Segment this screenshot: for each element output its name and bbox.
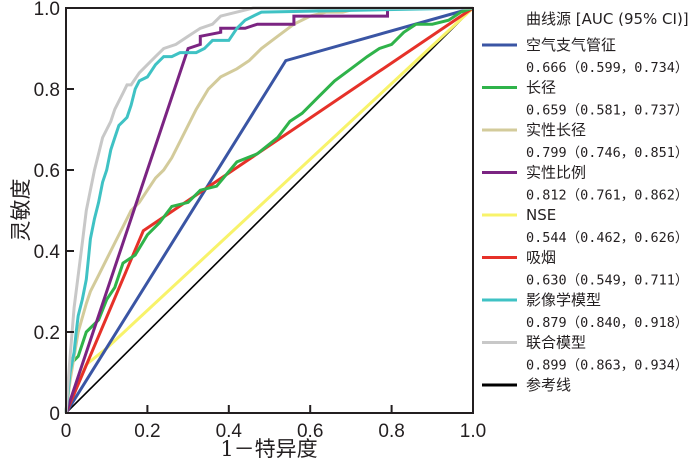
legend-label: 长径 [526,79,556,97]
x-axis-title: 1－特异度 [220,437,317,461]
legend-label: 参考线 [526,376,571,394]
legend-auc: 0.879（0.840，0.918） [526,315,688,331]
legend-auc: 0.799（0.746，0.851） [526,145,688,161]
y-axis: 0 0.2 0.4 0.6 0.8 1.0 [34,0,74,425]
x-tick-label: 0 [61,421,72,442]
legend-auc: 0.812（0.761，0.862） [526,188,688,204]
series-line-5 [64,6,474,414]
series-line-8 [65,7,474,414]
legend-label: 实性长径 [526,121,586,139]
series-line-3 [64,6,473,414]
legend-label: 实性比例 [526,164,586,182]
x-tick-label: 0.8 [378,421,404,442]
x-axis: 0 0.2 0.4 0.6 0.8 1.0 [61,405,486,442]
legend-label: NSE [526,206,556,224]
legend-label: 吸烟 [526,249,556,267]
legend-auc: 0.899（0.863，0.934） [526,358,688,374]
plot-frame [65,7,474,414]
y-tick-label: 1.0 [34,0,60,20]
y-tick-label: 0.2 [34,323,60,344]
legend-label: 空气支气管征 [526,36,616,54]
series-line-1 [64,6,474,414]
legend: 曲线源 [AUC (95% CI)] 空气支气管征 0.666（0.599，0.7… [482,10,689,394]
legend-auc: 0.666（0.599，0.734） [526,60,688,76]
series-line-6 [64,6,474,414]
x-tick-label: 0.4 [216,421,243,442]
legend-label: 联合模型 [526,334,586,352]
x-tick-label: 0.2 [134,421,160,442]
legend-auc: 0.544（0.462，0.626） [526,230,688,246]
y-tick-label: 0.6 [34,161,60,182]
legend-auc: 0.630（0.549，0.711） [526,273,688,289]
plot-area [64,6,475,414]
x-tick-label: 1.0 [460,421,486,442]
x-tick-label: 0.6 [297,421,323,442]
y-tick-label: 0 [49,404,60,425]
legend-title: 曲线源 [AUC (95% CI)] [526,10,689,28]
legend-auc: 0.659（0.581，0.737） [526,103,688,119]
series-line-7 [64,6,473,414]
series-line-0 [64,6,474,414]
y-tick-label: 0.4 [34,242,61,263]
y-tick-label: 0.8 [34,80,60,101]
legend-label: 影像学模型 [526,291,601,309]
y-axis-title: 灵敏度 [9,179,33,242]
